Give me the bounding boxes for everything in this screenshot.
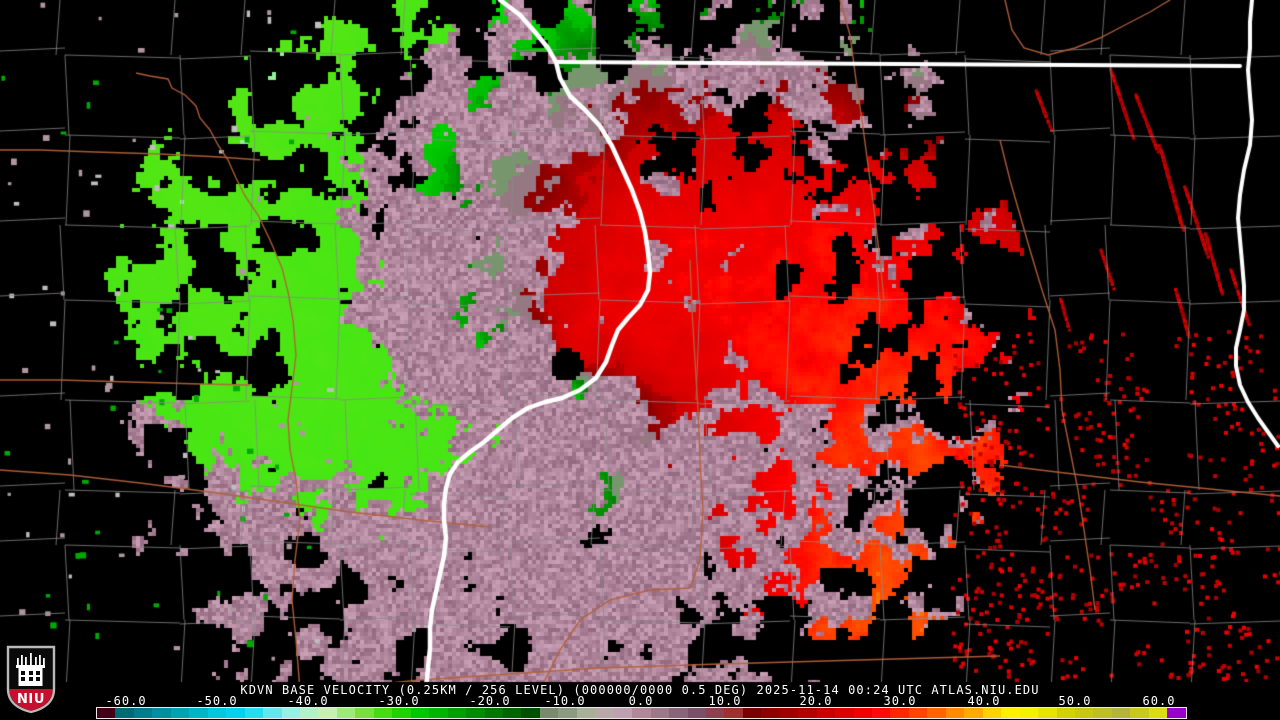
colorbar-swatch-33	[705, 708, 725, 718]
colorbar-swatch-10	[281, 708, 300, 718]
colorbar-swatch-27	[595, 708, 614, 718]
colorbar-swatch-3	[152, 708, 171, 718]
radar-map-canvas[interactable]	[0, 0, 1280, 690]
castle-windows-icon	[21, 671, 40, 681]
colorbar-tick-neg50: -50.0	[196, 694, 238, 708]
colorbar-swatch-43	[890, 708, 909, 718]
colorbar-swatch-23	[521, 708, 540, 718]
colorbar-swatch-15	[373, 708, 393, 718]
colorbar-swatch-22	[502, 708, 522, 718]
colorbar-swatch-14	[355, 708, 374, 718]
colorbar-swatch-2	[133, 708, 153, 718]
colorbar-tick-20: 20.0	[799, 694, 833, 708]
colorbar-swatch-29	[632, 708, 651, 718]
colorbar-swatch-49	[1001, 708, 1020, 718]
colorbar-swatch-7	[226, 708, 245, 718]
colorbar-swatch-44	[908, 708, 928, 718]
colorbar-swatch-53	[1075, 708, 1094, 718]
colorbar-swatch-52	[1056, 708, 1076, 718]
colorbar-swatch-56	[1130, 708, 1149, 718]
colorbar-swatch-51	[1038, 708, 1057, 718]
colorbar-swatch-21	[484, 708, 503, 718]
colorbar-tick-10: 10.0	[708, 694, 742, 708]
colorbar-swatch-17	[410, 708, 430, 718]
colorbar-swatch-26	[576, 708, 596, 718]
colorbar-swatch-6	[207, 708, 227, 718]
colorbar-swatch-54	[1093, 708, 1112, 718]
colorbar-swatch-40	[835, 708, 854, 718]
colorbar-tick-30: 30.0	[883, 694, 917, 708]
colorbar-swatch-55	[1111, 708, 1131, 718]
colorbar-swatch-28	[613, 708, 633, 718]
colorbar-swatch-5	[189, 708, 208, 718]
niu-shield-logo: NIU	[6, 645, 56, 714]
colorbar-swatch-4	[170, 708, 190, 718]
colorbar-swatch-16	[392, 708, 411, 718]
colorbar-swatch-58	[1167, 708, 1186, 718]
colorbar-swatch-0	[97, 708, 116, 718]
colorbar-swatch-8	[244, 708, 264, 718]
colorbar-swatch-42	[872, 708, 891, 718]
colorbar-swatch-47	[964, 708, 983, 718]
colorbar-swatch-30	[650, 708, 670, 718]
colorbar-tick-60: 60.0	[1142, 694, 1176, 708]
product-status-line: KDVN BASE VELOCITY (0.25KM / 256 LEVEL) …	[240, 683, 1040, 697]
colorbar-swatch-31	[669, 708, 688, 718]
colorbar-swatch-36	[761, 708, 780, 718]
colorbar-swatch-57	[1148, 708, 1168, 718]
velocity-colorbar: -60.0 -50.0 -40.0 -30.0 -20.0 -10.0 0.0 10.0 20.…	[0, 695, 1280, 720]
colorbar-tick-neg20: -20.0	[469, 694, 511, 708]
colorbar-swatch-41	[853, 708, 873, 718]
colorbar-swatch-1	[115, 708, 134, 718]
colorbar-swatch-50	[1019, 708, 1039, 718]
colorbar-tick-neg10: -10.0	[544, 694, 586, 708]
niu-logo-text: NIU	[17, 692, 45, 707]
colorbar-tick-labels: -60.0 -50.0 -40.0 -30.0 -20.0 -10.0 0.0 10.0 20.…	[0, 695, 1280, 707]
colorbar-swatch-12	[318, 708, 337, 718]
colorbar-swatch-13	[336, 708, 356, 718]
colorbar-swatch-25	[558, 708, 577, 718]
colorbar-tick-0: 0.0	[628, 694, 654, 708]
colorbar-swatch-39	[816, 708, 836, 718]
colorbar-swatch-11	[299, 708, 319, 718]
colorbar-swatch-37	[779, 708, 799, 718]
colorbar-tick-neg60: -60.0	[105, 694, 147, 708]
colorbar-tick-50: 50.0	[1058, 694, 1092, 708]
colorbar-swatch-35	[742, 708, 762, 718]
colorbar-swatch-48	[982, 708, 1002, 718]
colorbar-swatch-19	[447, 708, 467, 718]
colorbar-gradient	[96, 707, 1187, 719]
colorbar-swatch-9	[263, 708, 282, 718]
colorbar-swatch-32	[687, 708, 706, 718]
shield-red-band	[9, 689, 53, 711]
colorbar-swatch-20	[466, 708, 485, 718]
colorbar-swatch-38	[798, 708, 817, 718]
colorbar-tick-neg40: -40.0	[287, 694, 329, 708]
colorbar-tick-neg30: -30.0	[378, 694, 420, 708]
colorbar-swatch-46	[945, 708, 965, 718]
colorbar-tick-40: 40.0	[967, 694, 1001, 708]
colorbar-swatch-45	[927, 708, 946, 718]
colorbar-swatch-34	[724, 708, 743, 718]
colorbar-swatch-18	[429, 708, 448, 718]
colorbar-swatch-24	[539, 708, 559, 718]
